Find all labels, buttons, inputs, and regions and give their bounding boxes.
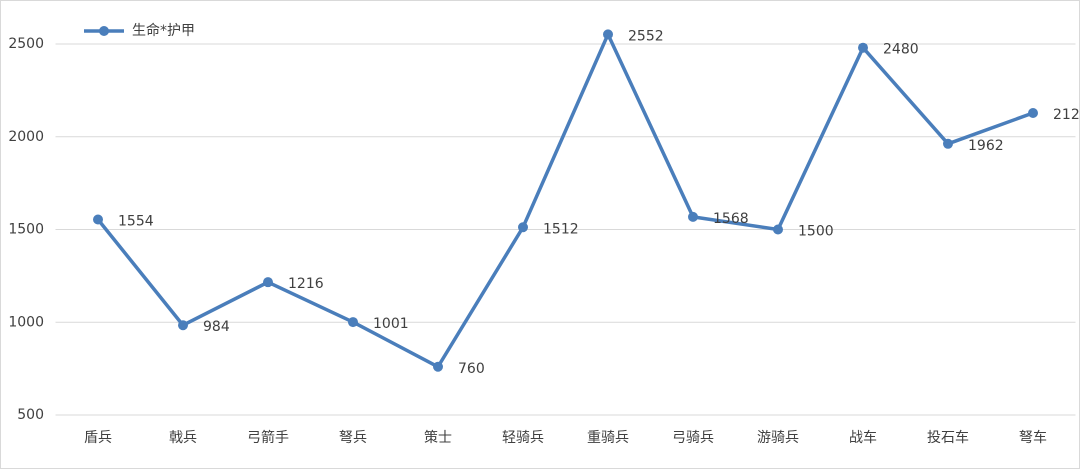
x-tick-label: 戟兵 [169,430,197,446]
data-label: 1568 [713,211,749,227]
data-label: 1512 [543,221,579,237]
x-tick-label: 策士 [424,429,452,446]
data-label: 760 [458,361,485,377]
data-label: 1962 [968,138,1004,154]
data-point [1028,108,1038,119]
legend-marker [99,26,109,36]
x-tick-label: 战车 [849,429,877,446]
data-label: 2480 [883,42,919,58]
data-label: 1554 [118,213,154,229]
data-label: 1001 [373,316,409,332]
x-tick-label: 弩兵 [339,429,367,446]
data-point [93,214,103,225]
data-label: 984 [203,319,230,335]
data-label: 2552 [628,28,664,44]
x-tick-label: 重骑兵 [587,430,629,446]
data-point [263,277,273,288]
legend-label: 生命*护甲 [132,22,195,39]
data-point [518,222,528,233]
y-tick-label: 1500 [8,222,44,238]
x-tick-label: 轻骑兵 [502,430,544,446]
x-tick-label: 弓骑兵 [672,430,714,446]
y-tick-label: 2000 [8,129,44,145]
data-point [178,320,188,331]
data-label: 1500 [798,224,834,240]
data-point [773,224,783,235]
data-point [603,29,613,40]
data-point [943,138,953,149]
y-tick-label: 1000 [8,314,44,330]
data-label: 1216 [288,276,324,292]
x-tick-label: 盾兵 [84,430,112,446]
data-point [433,361,443,372]
data-point [858,42,868,53]
data-label: 2128 [1053,107,1080,123]
data-point [688,211,698,222]
x-tick-label: 弓箭手 [247,429,289,446]
y-tick-label: 500 [17,407,44,423]
x-tick-label: 弩车 [1019,429,1047,446]
x-tick-label: 投石车 [927,429,969,446]
data-point [348,317,358,328]
y-tick-label: 2500 [8,36,44,52]
x-tick-label: 游骑兵 [757,430,799,446]
series-line [96,32,1034,369]
